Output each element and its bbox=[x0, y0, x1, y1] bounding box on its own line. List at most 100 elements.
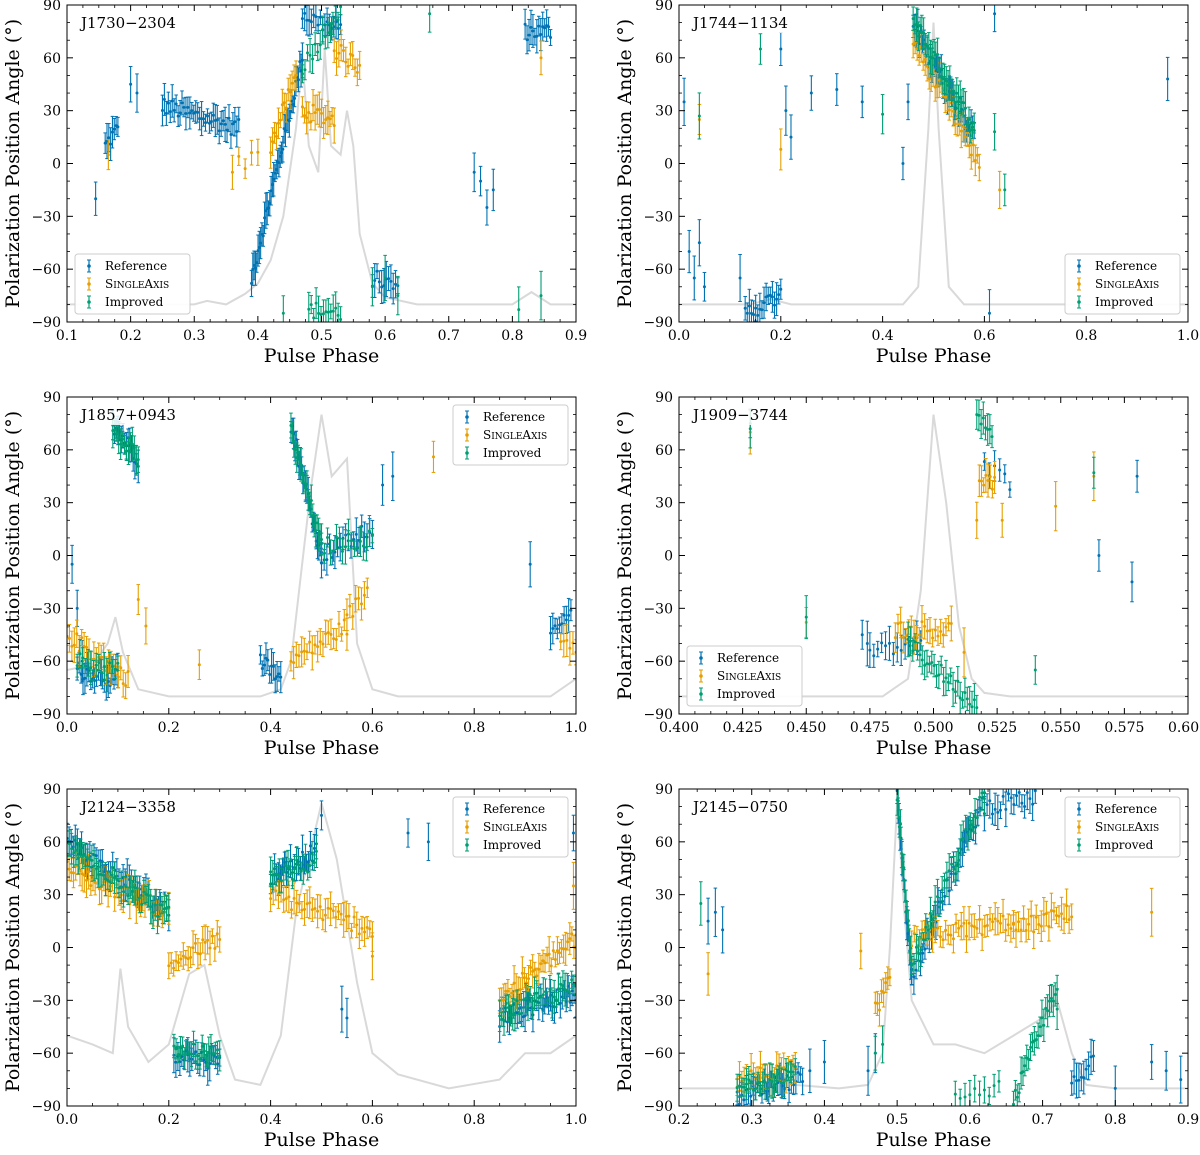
data-point bbox=[952, 90, 955, 93]
data-point bbox=[119, 666, 122, 669]
data-point bbox=[291, 82, 294, 85]
data-point bbox=[332, 637, 335, 640]
data-point bbox=[698, 114, 701, 117]
data-point bbox=[771, 295, 774, 298]
data-point bbox=[541, 959, 544, 962]
data-point bbox=[989, 475, 992, 478]
data-point bbox=[113, 128, 116, 131]
data-point bbox=[163, 98, 166, 101]
data-point bbox=[320, 814, 323, 817]
data-point bbox=[333, 49, 336, 52]
data-point bbox=[537, 968, 540, 971]
data-point bbox=[85, 879, 88, 882]
data-point bbox=[343, 619, 346, 622]
y-tick-label: −90 bbox=[643, 315, 673, 331]
data-point bbox=[199, 1058, 202, 1061]
data-point bbox=[368, 530, 371, 533]
data-point bbox=[278, 874, 281, 877]
data-point bbox=[214, 1052, 217, 1055]
data-point bbox=[896, 622, 899, 625]
data-point bbox=[345, 633, 348, 636]
data-point bbox=[344, 545, 347, 548]
data-point bbox=[529, 966, 532, 969]
data-point bbox=[209, 946, 212, 949]
data-point bbox=[305, 483, 308, 486]
data-point bbox=[122, 890, 125, 893]
data-point bbox=[350, 929, 353, 932]
data-point bbox=[337, 622, 340, 625]
data-point bbox=[993, 130, 996, 133]
data-point bbox=[428, 12, 431, 15]
data-point bbox=[356, 71, 359, 74]
data-point bbox=[268, 673, 271, 676]
data-point bbox=[218, 1054, 221, 1057]
x-tick-label: 0.450 bbox=[786, 720, 826, 736]
data-point bbox=[340, 913, 343, 916]
data-point bbox=[203, 1050, 206, 1053]
data-point bbox=[288, 119, 291, 122]
data-point bbox=[688, 250, 691, 253]
data-point bbox=[936, 53, 939, 56]
x-tick-label: 0.3 bbox=[183, 328, 205, 344]
y-tick-label: 60 bbox=[655, 443, 673, 459]
data-point bbox=[295, 74, 298, 77]
data-point bbox=[571, 989, 574, 992]
x-tick-label: 0.6 bbox=[973, 328, 995, 344]
data-point bbox=[329, 633, 332, 636]
data-point bbox=[961, 698, 964, 701]
data-point bbox=[190, 1053, 193, 1056]
data-point bbox=[1003, 472, 1006, 475]
data-point bbox=[151, 911, 154, 914]
data-point bbox=[888, 642, 891, 645]
data-point bbox=[177, 115, 180, 118]
data-point bbox=[304, 856, 307, 859]
data-point bbox=[192, 946, 195, 949]
data-point bbox=[289, 91, 292, 94]
data-point bbox=[396, 294, 399, 297]
data-point bbox=[233, 120, 236, 123]
data-point bbox=[316, 645, 319, 648]
data-point bbox=[68, 637, 71, 640]
data-point bbox=[89, 666, 92, 669]
data-point bbox=[779, 148, 782, 151]
data-point bbox=[930, 661, 933, 664]
data-point bbox=[947, 84, 950, 87]
data-point bbox=[505, 1002, 508, 1005]
data-point bbox=[210, 120, 213, 123]
data-point bbox=[752, 313, 755, 316]
data-point bbox=[287, 895, 290, 898]
data-point bbox=[167, 964, 170, 967]
data-point bbox=[392, 287, 395, 290]
data-point bbox=[360, 927, 363, 930]
data-point bbox=[942, 680, 945, 683]
data-point bbox=[355, 533, 358, 536]
data-point bbox=[959, 96, 962, 99]
data-point bbox=[269, 870, 272, 873]
data-point bbox=[137, 458, 140, 461]
data-point bbox=[279, 676, 282, 679]
data-point bbox=[810, 92, 813, 95]
data-point bbox=[170, 961, 173, 964]
data-point bbox=[347, 915, 350, 918]
data-point bbox=[226, 129, 229, 132]
data-point bbox=[218, 129, 221, 132]
data-point bbox=[138, 897, 141, 900]
data-point bbox=[307, 308, 310, 311]
data-point bbox=[549, 632, 552, 635]
legend-label: Reference bbox=[1095, 259, 1157, 273]
data-point bbox=[169, 110, 172, 113]
data-point bbox=[1097, 554, 1100, 557]
data-point bbox=[384, 276, 387, 279]
data-point bbox=[287, 88, 290, 91]
data-point bbox=[85, 646, 88, 649]
data-point bbox=[100, 671, 103, 674]
data-point bbox=[173, 109, 176, 112]
data-point bbox=[521, 972, 524, 975]
legend-label: Reference bbox=[483, 410, 545, 424]
data-point bbox=[936, 84, 939, 87]
data-point bbox=[748, 304, 751, 307]
data-point bbox=[991, 488, 994, 491]
data-point bbox=[539, 962, 542, 965]
